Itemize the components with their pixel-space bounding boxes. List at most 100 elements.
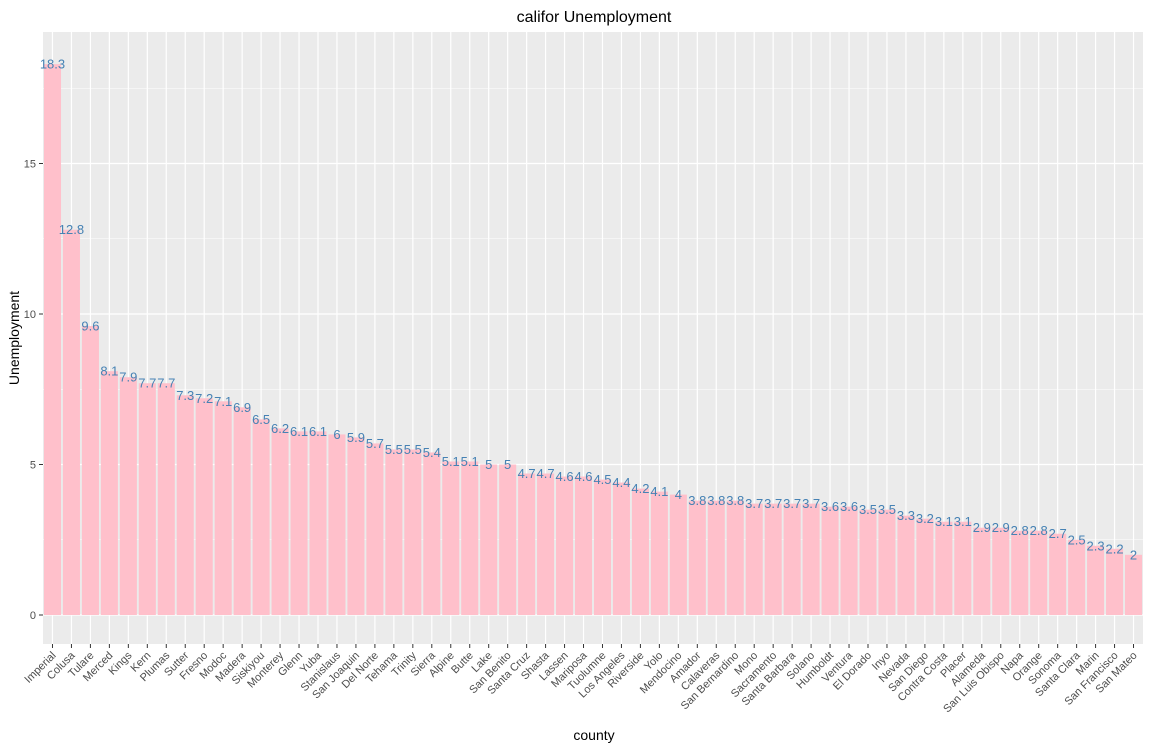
data-label: 6.2 (271, 421, 289, 436)
bar (461, 461, 479, 615)
data-label: 3.7 (802, 496, 820, 511)
data-label: 2.5 (1068, 532, 1086, 547)
bar (954, 521, 972, 615)
bar (745, 503, 763, 615)
bar (574, 476, 593, 615)
data-label: 6 (333, 427, 340, 442)
data-label: 4.6 (556, 469, 574, 484)
bar (612, 482, 630, 615)
data-label: 4.6 (574, 469, 592, 484)
data-label: 4.4 (612, 475, 630, 490)
bar (1106, 548, 1124, 615)
chart-title: califor Unemployment (517, 9, 672, 26)
bar (1124, 554, 1143, 615)
data-label: 3.1 (954, 514, 972, 529)
bar (271, 428, 289, 615)
bar (366, 443, 384, 615)
data-label: 3.2 (916, 511, 934, 526)
data-labels: 18.312.89.68.1 7.9 7.7 7.77.3 7.2 7.1 6.96.56.… (40, 57, 1137, 563)
bar (404, 449, 422, 615)
bar (176, 395, 194, 615)
bar (347, 437, 365, 615)
bar (385, 449, 403, 615)
data-label: 3.8 (726, 493, 744, 508)
y-tick-label: 5 (30, 460, 36, 472)
data-label: 6.1 (290, 424, 308, 439)
data-label: 2.8 (1030, 523, 1048, 538)
bar (973, 527, 991, 615)
bar (783, 503, 801, 615)
bar (650, 491, 668, 615)
data-label: 2.8 (1011, 523, 1029, 538)
data-label: 3.7 (764, 496, 782, 511)
data-label: 12.8 (59, 222, 84, 237)
data-label: 6.1 (309, 424, 327, 439)
x-axis-title: county (573, 727, 614, 743)
bar (81, 326, 99, 615)
bar (669, 494, 687, 615)
bar (821, 506, 839, 615)
y-axis: 0 5 10 15 (24, 159, 43, 622)
bar (62, 229, 80, 615)
data-label: 9.6 (81, 319, 99, 334)
bar (195, 398, 213, 615)
bar (233, 407, 251, 615)
data-label: 5.5 (404, 442, 422, 457)
data-label: 6.9 (233, 400, 251, 415)
data-label: 5.1 (461, 454, 479, 469)
bar (1011, 530, 1029, 615)
data-label: 3.3 (897, 508, 915, 523)
y-tick-label: 15 (24, 159, 36, 171)
data-label: 2.9 (992, 520, 1010, 535)
bar (157, 383, 175, 615)
bar (688, 500, 706, 615)
x-axis: ImperialColusaTulareMercedKingsKernPluma… (22, 644, 1140, 715)
bar (802, 503, 820, 615)
bar (328, 434, 346, 615)
data-label: 3.5 (859, 502, 877, 517)
data-label: 2.7 (1049, 526, 1067, 541)
data-label: 5.1 (442, 454, 460, 469)
bar (43, 64, 62, 616)
data-label: 4.7 (518, 466, 536, 481)
data-label: 4 (675, 487, 682, 502)
bar (859, 509, 877, 615)
data-label: 7.7 (157, 376, 175, 391)
data-label: 5.4 (423, 445, 441, 460)
bar (878, 509, 896, 615)
data-label: 3.8 (688, 493, 706, 508)
data-label: 5 (504, 457, 511, 472)
bar (214, 401, 232, 615)
bar (840, 506, 858, 615)
bar (442, 461, 460, 615)
bar (992, 527, 1010, 615)
y-tick-label: 10 (24, 309, 36, 321)
data-label: 5.7 (366, 436, 384, 451)
data-label: 7.3 (176, 388, 194, 403)
data-label: 3.5 (878, 502, 896, 517)
bar (764, 503, 782, 615)
bar (897, 515, 915, 615)
bar (935, 521, 953, 615)
data-label: 3.6 (821, 499, 839, 514)
data-label: 2.2 (1106, 541, 1124, 556)
bar (423, 452, 441, 615)
bar (707, 500, 725, 615)
bar (290, 431, 308, 615)
data-label: 4.5 (593, 472, 611, 487)
data-label: 7.1 (214, 394, 232, 409)
bar (631, 488, 649, 615)
bar (518, 473, 536, 615)
data-label: 4.2 (631, 481, 649, 496)
data-label: 3.8 (707, 493, 725, 508)
data-label: 5.5 (385, 442, 403, 457)
data-label: 2.3 (1087, 538, 1105, 553)
data-label: 5.9 (347, 430, 365, 445)
bar (593, 479, 612, 615)
bar (1030, 530, 1048, 615)
y-tick-label: 0 (30, 610, 36, 622)
data-label: 7.9 (119, 370, 137, 385)
bar (252, 419, 270, 615)
data-label: 3.1 (935, 514, 953, 529)
